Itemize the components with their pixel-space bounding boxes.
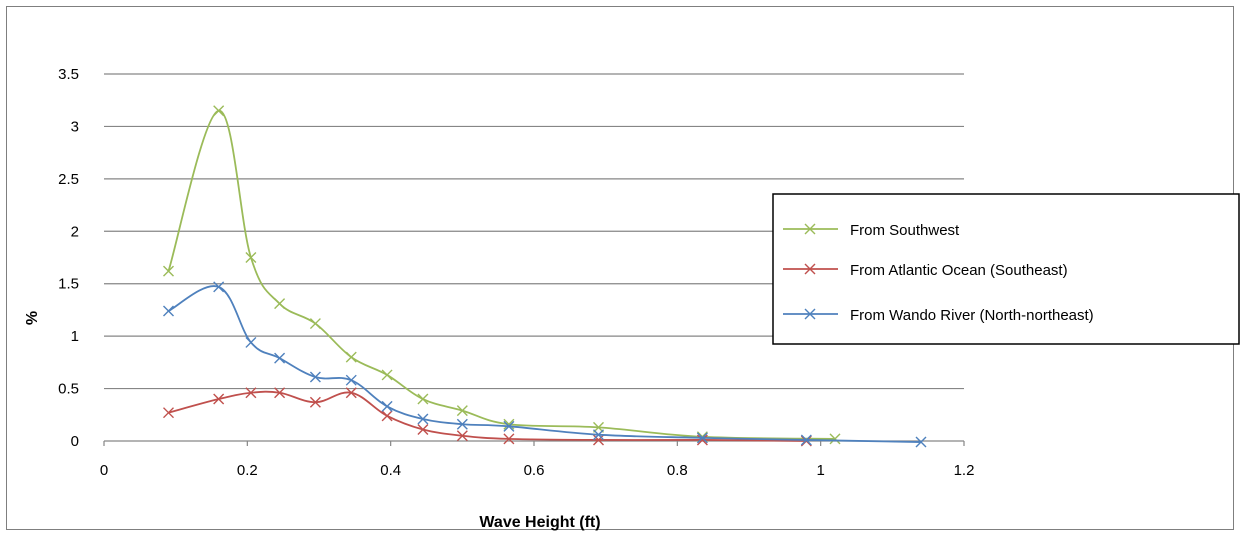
y-tick-label: 1 bbox=[71, 328, 79, 345]
y-axis-label: % bbox=[24, 311, 41, 325]
data-point-marker bbox=[696, 432, 708, 444]
legend-item: From Wando River (North-northeast) bbox=[783, 307, 1094, 324]
y-tick-label: 2.5 bbox=[58, 171, 79, 188]
data-point-marker bbox=[503, 433, 515, 445]
legend: From Southwest From Atlantic Ocean (South… bbox=[772, 193, 1240, 345]
x-axis-ticks: 0 0.2 0.4 0.6 0.8 1 1.2 bbox=[100, 441, 975, 479]
data-point-marker bbox=[593, 429, 604, 441]
data-point-marker bbox=[309, 318, 321, 330]
data-point-marker bbox=[213, 393, 225, 405]
data-point-marker bbox=[274, 298, 286, 310]
series-1 bbox=[163, 387, 812, 447]
data-point-marker bbox=[800, 435, 812, 447]
x-tick-label: 0.2 bbox=[237, 462, 258, 479]
x-tick-label: 0.8 bbox=[667, 462, 688, 479]
y-tick-label: 3.5 bbox=[58, 66, 79, 83]
x-tick-label: 0.6 bbox=[524, 462, 545, 479]
x-tick-label: 1.2 bbox=[954, 462, 975, 479]
data-point-marker bbox=[381, 400, 393, 412]
y-axis-ticks: 0 0.5 1 1.5 2 2.5 3 3.5 bbox=[58, 66, 79, 450]
data-point-marker bbox=[245, 336, 257, 348]
data-point-marker bbox=[829, 433, 841, 445]
data-point-marker bbox=[456, 405, 468, 417]
data-point-marker bbox=[696, 434, 708, 446]
legend-swatch-marker bbox=[804, 308, 816, 320]
data-point-marker bbox=[245, 387, 257, 399]
legend-item: From Southwest bbox=[783, 222, 960, 239]
series-line bbox=[168, 390, 807, 442]
data-point-marker bbox=[213, 281, 225, 293]
data-point-marker bbox=[503, 420, 515, 432]
y-tick-label: 1.5 bbox=[58, 276, 79, 293]
data-point-marker bbox=[309, 396, 321, 408]
series-line bbox=[167, 109, 836, 440]
data-point-marker bbox=[163, 305, 174, 317]
legend-box bbox=[772, 193, 1240, 345]
data-point-marker bbox=[163, 265, 174, 277]
legend-item: From Atlantic Ocean (Southeast) bbox=[783, 262, 1068, 279]
x-tick-label: 0 bbox=[100, 462, 108, 479]
series-2 bbox=[163, 281, 927, 448]
data-point-marker bbox=[593, 434, 604, 446]
data-point-marker bbox=[456, 430, 468, 442]
data-point-marker bbox=[274, 387, 286, 399]
data-point-marker bbox=[381, 410, 393, 422]
data-point-marker bbox=[345, 374, 357, 386]
data-point-marker bbox=[417, 393, 429, 405]
data-point-marker bbox=[800, 434, 812, 446]
x-tick-label: 0.4 bbox=[380, 462, 401, 479]
data-point-marker bbox=[417, 413, 429, 425]
legend-label: From Atlantic Ocean (Southeast) bbox=[850, 262, 1068, 279]
legend-swatch-marker bbox=[804, 263, 816, 275]
data-point-marker bbox=[417, 423, 429, 435]
y-tick-label: 2 bbox=[71, 223, 79, 240]
data-point-marker bbox=[345, 387, 357, 399]
data-point-marker bbox=[381, 369, 393, 381]
series-0 bbox=[163, 105, 841, 445]
data-point-marker bbox=[213, 105, 225, 117]
legend-label: From Wando River (North-northeast) bbox=[850, 307, 1094, 324]
data-point-marker bbox=[456, 418, 468, 430]
y-tick-label: 0.5 bbox=[58, 381, 79, 398]
data-point-marker bbox=[309, 371, 321, 383]
y-tick-label: 0 bbox=[71, 433, 79, 450]
legend-label: From Southwest bbox=[850, 222, 960, 239]
x-tick-label: 1 bbox=[816, 462, 824, 479]
data-point-marker bbox=[915, 436, 927, 448]
legend-swatch-marker bbox=[804, 223, 816, 235]
data-point-marker bbox=[274, 352, 286, 364]
x-axis-label: Wave Height (ft) bbox=[479, 514, 600, 531]
data-point-marker bbox=[503, 418, 515, 430]
data-point-marker bbox=[245, 252, 257, 263]
data-point-marker bbox=[345, 351, 357, 363]
y-tick-label: 3 bbox=[71, 118, 79, 135]
data-point-marker bbox=[163, 407, 174, 419]
series-group bbox=[163, 105, 927, 448]
